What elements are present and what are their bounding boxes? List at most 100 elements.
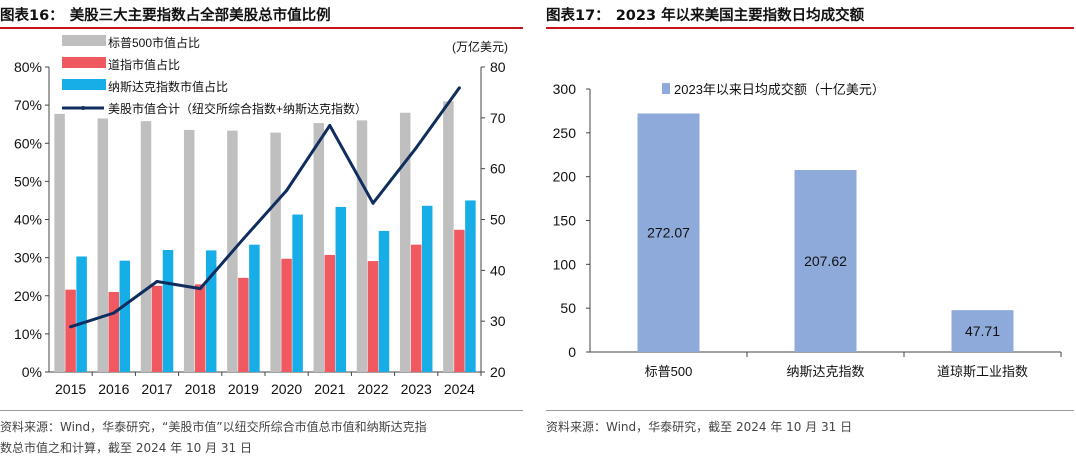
line-point (414, 146, 418, 150)
x-tick-label: 2015 (55, 381, 86, 397)
bar-sp500 (313, 123, 325, 372)
chart-17-canvas: 0 50 100 150 200 250 300 272.07 标普500 207.62 纳斯达克指… (553, 81, 1062, 379)
bar-dow (238, 277, 249, 372)
y2-tick-label: 30 (490, 313, 506, 329)
chart-title-17: 图表17： 2023 年以来美国主要指数日均成交额 (546, 8, 865, 24)
x-tick-label: 2016 (98, 381, 129, 397)
line-point (69, 325, 73, 329)
y-tick-label: 250 (553, 125, 577, 141)
y2-tick-label: 80 (490, 59, 506, 75)
line-point (155, 280, 159, 284)
x-tick-label: 纳斯达克指数 (786, 364, 864, 379)
y-tick-label: 150 (553, 213, 577, 229)
x-tick-label: 标普500 (645, 364, 693, 379)
y2-tick-label: 50 (490, 212, 506, 228)
legend-label: 纳斯达克指数市值占比 (108, 79, 228, 94)
bar-value-label: 47.71 (965, 323, 1000, 339)
y-tick-label: 0 (568, 344, 576, 360)
bar-sp500 (443, 101, 454, 372)
chart-panel-17: 图表17： 2023 年以来美国主要指数日均成交额 0 50 100 150 200 250… (546, 0, 1076, 463)
x-tick-label: 2017 (141, 381, 172, 397)
legend-swatch (662, 83, 670, 94)
legend-swatch (62, 35, 106, 46)
bar-sp500 (97, 118, 109, 372)
bar-sp500 (54, 113, 65, 373)
bar-sp500 (140, 121, 152, 372)
legend-label: 美股市值合计（纽交所综合指数+纳斯达克指数） (108, 101, 367, 116)
line-point (112, 311, 116, 315)
chart-panel-16: 图表16： 美股三大主要指数占全部美股总市值比例 0% 10% 20% 30% 40% 50… (0, 0, 523, 463)
line-point (241, 237, 245, 241)
chart-title-16: 图表16： 美股三大主要指数占全部美股总市值比例 (0, 8, 331, 24)
bar-dow (108, 291, 120, 372)
y-tick-label: 70% (14, 97, 42, 113)
y-tick-label: 30% (14, 250, 42, 266)
y-tick-label: 50% (14, 173, 42, 189)
source-note-17: 资料来源：Wind，华泰研究，截至 2024 年 10 月 31 日 (546, 420, 853, 434)
y2-tick-label: 60 (490, 161, 506, 177)
bar-1 (794, 169, 857, 352)
y-tick-label: 20% (14, 288, 42, 304)
bar-dow (454, 229, 465, 372)
x-tick-label: 2023 (401, 381, 432, 397)
bar-dow (281, 258, 292, 372)
bar-nasdaq (162, 250, 174, 372)
bar-2 (951, 310, 1014, 352)
x-tick-label: 2019 (228, 381, 259, 397)
bar-dow (324, 254, 336, 372)
x-tick-label: 2018 (185, 381, 216, 397)
bar-nasdaq (249, 244, 260, 372)
bar-0 (637, 113, 700, 353)
bar-sp500 (270, 132, 281, 372)
y-tick-label: 80% (14, 59, 42, 75)
y2-tick-label: 70 (490, 110, 506, 126)
y-tick-label: 200 (553, 169, 577, 185)
legend-swatch (62, 57, 106, 68)
title-rule (546, 27, 1074, 29)
y-tick-label: 300 (553, 81, 577, 97)
bar-sp500 (356, 120, 368, 372)
bar-nasdaq (335, 206, 347, 372)
line-point (457, 86, 461, 90)
legend-label: 标普500市值占比 (108, 35, 200, 50)
legend-swatch (62, 79, 106, 90)
bar-value-label: 272.07 (647, 225, 690, 241)
line-point (198, 287, 202, 291)
legend-label: 2023年以来日均成交额（十亿美元） (674, 82, 885, 97)
legend-swatch-marker (81, 106, 85, 110)
source-note-16: 资料来源：Wind，华泰研究，“美股市值”以纽交所综合市值总市值和纳斯达克指 数… (0, 420, 427, 455)
y-tick-label: 0% (22, 364, 42, 380)
line-point (328, 123, 332, 127)
bar-dow (410, 244, 422, 372)
bar-sp500 (183, 129, 195, 372)
source-rule (0, 410, 523, 411)
x-tick-label: 2022 (357, 381, 388, 397)
bar-nasdaq (421, 205, 433, 372)
bar-dow (367, 261, 379, 372)
y2-tick-label: 40 (490, 262, 506, 278)
y2-tick-label: 20 (490, 364, 506, 380)
y-tick-label: 10% (14, 326, 42, 342)
title-rule (0, 27, 523, 29)
x-tick-label: 2024 (444, 381, 475, 397)
x-tick-label: 2021 (314, 381, 345, 397)
source-rule (546, 410, 1074, 411)
bar-dow (194, 284, 206, 372)
y-tick-label: 100 (553, 256, 577, 272)
line-total-market-cap (70, 86, 461, 329)
chart-16-canvas: 0% 10% 20% 30% 40% 50% 60% 70% 80% 20 30 40 50 60 70 80… (14, 35, 508, 397)
bar-nasdaq (205, 250, 217, 372)
bar-nasdaq (378, 230, 390, 372)
line-point (285, 189, 289, 193)
bar-dow (151, 285, 163, 372)
bar-sp500 (399, 112, 411, 372)
bar-nasdaq (292, 214, 303, 372)
bar-nasdaq (119, 260, 131, 372)
y2-unit-label: (万亿美元) (452, 39, 508, 54)
bar-dow (65, 289, 76, 372)
legend-label: 道指市值占比 (108, 57, 180, 72)
bar-nasdaq (76, 256, 87, 372)
y-tick-label: 40% (14, 212, 42, 228)
x-tick-label: 2020 (271, 381, 302, 397)
y-tick-label: 50 (560, 300, 576, 316)
